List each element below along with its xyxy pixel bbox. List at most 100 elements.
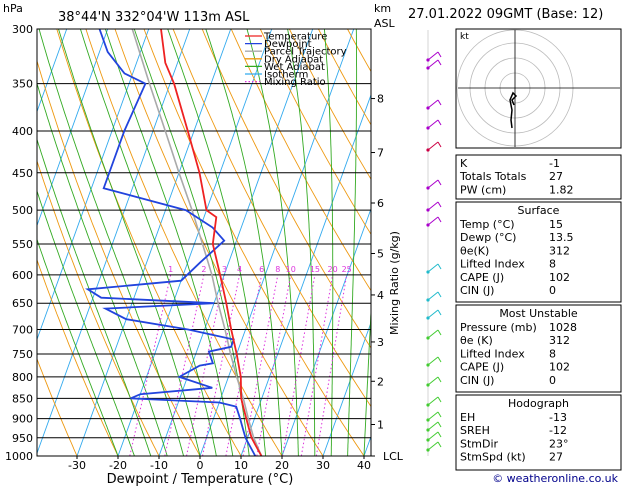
pressure-tick-label: 450 [12, 167, 33, 180]
wind-barb-flag [438, 142, 441, 147]
height-tick-label: 6 [377, 197, 384, 210]
height-tick-label: 7 [377, 147, 384, 160]
pressure-tick-label: 350 [12, 78, 33, 91]
pressure-unit-label: hPa [3, 2, 23, 15]
height-tick-label: 1 [377, 418, 384, 431]
height-tick-label: 8 [377, 93, 384, 106]
stat-label: Pressure (mb) [460, 321, 537, 334]
height-tick-label: 5 [377, 248, 384, 261]
mixing-ratio-label: 4 [237, 265, 242, 274]
wind-barb-staff [428, 310, 438, 318]
wind-barb-flag [438, 264, 441, 269]
mixing-ratio-label: 8 [275, 265, 280, 274]
wind-barbs-column [426, 30, 441, 456]
wind-barb-flag [438, 377, 441, 382]
wind-barb-staff [428, 330, 438, 338]
wind-barb-staff [428, 432, 438, 440]
x-tick-label: 40 [357, 459, 371, 472]
stat-label: Lifted Index [460, 347, 525, 360]
mixing-ratio-label: 3 [222, 265, 227, 274]
stat-value: 23° [549, 437, 569, 450]
wind-barb-flag [438, 397, 441, 402]
stat-label: StmSpd (kt) [460, 451, 526, 464]
wind-barb-flag [438, 217, 441, 222]
height-tick-label: 2 [377, 375, 384, 388]
x-tick-label: 30 [316, 459, 330, 472]
wind-barb-flag [438, 422, 441, 427]
legend-entry-label: Mixing Ratio [264, 77, 326, 88]
stat-label: θe (K) [460, 334, 493, 347]
wind-barb-staff [428, 52, 438, 60]
stat-label: SREH [460, 424, 490, 437]
wind-barb-staff [428, 100, 438, 108]
mixing-ratio-label: 6 [259, 265, 264, 274]
stat-value: 27 [549, 170, 563, 183]
mixing-ratio-label: 15 [310, 265, 320, 274]
pressure-tick-label: 600 [12, 269, 33, 282]
wind-barb-staff [428, 264, 438, 272]
pressure-tick-label: 500 [12, 204, 33, 217]
plot-background [37, 29, 371, 456]
wind-barb-staff [428, 422, 438, 430]
stat-value: 102 [549, 361, 570, 374]
height-tick-label: 4 [377, 289, 384, 302]
stat-label: CIN (J) [460, 374, 494, 387]
wind-barb-flag [438, 357, 441, 362]
wind-barb-staff [428, 442, 438, 450]
wind-barb-flag [438, 52, 441, 57]
x-tick-label: 20 [275, 459, 289, 472]
hodograph-stats-title: Hodograph [508, 397, 569, 410]
x-axis-title: Dewpoint / Temperature (°C) [107, 472, 294, 486]
stat-value: 8 [549, 347, 556, 360]
mixing-ratio-label: 10 [286, 265, 296, 274]
height-tick-label: LCL [383, 450, 404, 463]
pressure-tick-label: 850 [12, 392, 33, 405]
wind-barb-flag [438, 310, 441, 315]
wind-barb-flag [438, 180, 441, 185]
height-tick-label: 3 [377, 336, 384, 349]
wind-barb-staff [428, 377, 438, 385]
wind-barb-staff [428, 357, 438, 365]
stat-value: 0 [549, 374, 556, 387]
stat-label: Totals Totals [459, 170, 527, 183]
hodograph-unit-label: kt [460, 32, 469, 42]
wind-barb-staff [428, 120, 438, 128]
pressure-tick-label: 1000 [5, 450, 33, 463]
stat-label: CAPE (J) [460, 361, 504, 374]
x-tick-label: -20 [109, 459, 127, 472]
wind-barb-staff [428, 397, 438, 405]
footer-credit: © weatheronline.co.uk [492, 472, 618, 485]
wind-barb-flag [438, 330, 441, 335]
stat-value: 1.82 [549, 183, 574, 196]
pressure-tick-label: 900 [12, 413, 33, 426]
wind-barb-flag [438, 442, 441, 447]
stat-label: Temp (°C) [459, 218, 515, 231]
datetime-title: 27.01.2022 09GMT (Base: 12) [408, 7, 603, 22]
most-unstable-title: Most Unstable [499, 307, 578, 320]
pressure-tick-label: 700 [12, 324, 33, 337]
wind-barb-flag [438, 60, 441, 65]
pressure-tick-label: 400 [12, 125, 33, 138]
stat-value: 15 [549, 218, 563, 231]
stat-label: CAPE (J) [460, 271, 504, 284]
wind-barb-flag [438, 412, 441, 417]
stat-value: 1028 [549, 321, 577, 334]
x-tick-label: 0 [197, 459, 204, 472]
stat-value: 0 [549, 284, 556, 297]
x-tick-label: 10 [234, 459, 248, 472]
stat-value: 27 [549, 451, 563, 464]
mixing-ratio-label: 1 [168, 265, 173, 274]
stat-label: Lifted Index [460, 258, 525, 271]
location-title: 38°44'N 332°04'W 113m ASL [58, 10, 250, 25]
pressure-tick-label: 950 [12, 432, 33, 445]
stat-label: EH [460, 411, 475, 424]
wind-barb-staff [428, 217, 438, 225]
wind-barb-staff [428, 180, 438, 188]
pressure-tick-label: 800 [12, 371, 33, 384]
wind-barb-staff [428, 412, 438, 420]
mixing-ratio-axis-title: Mixing Ratio (g/kg) [388, 231, 401, 335]
pressure-tick-label: 300 [12, 23, 33, 36]
